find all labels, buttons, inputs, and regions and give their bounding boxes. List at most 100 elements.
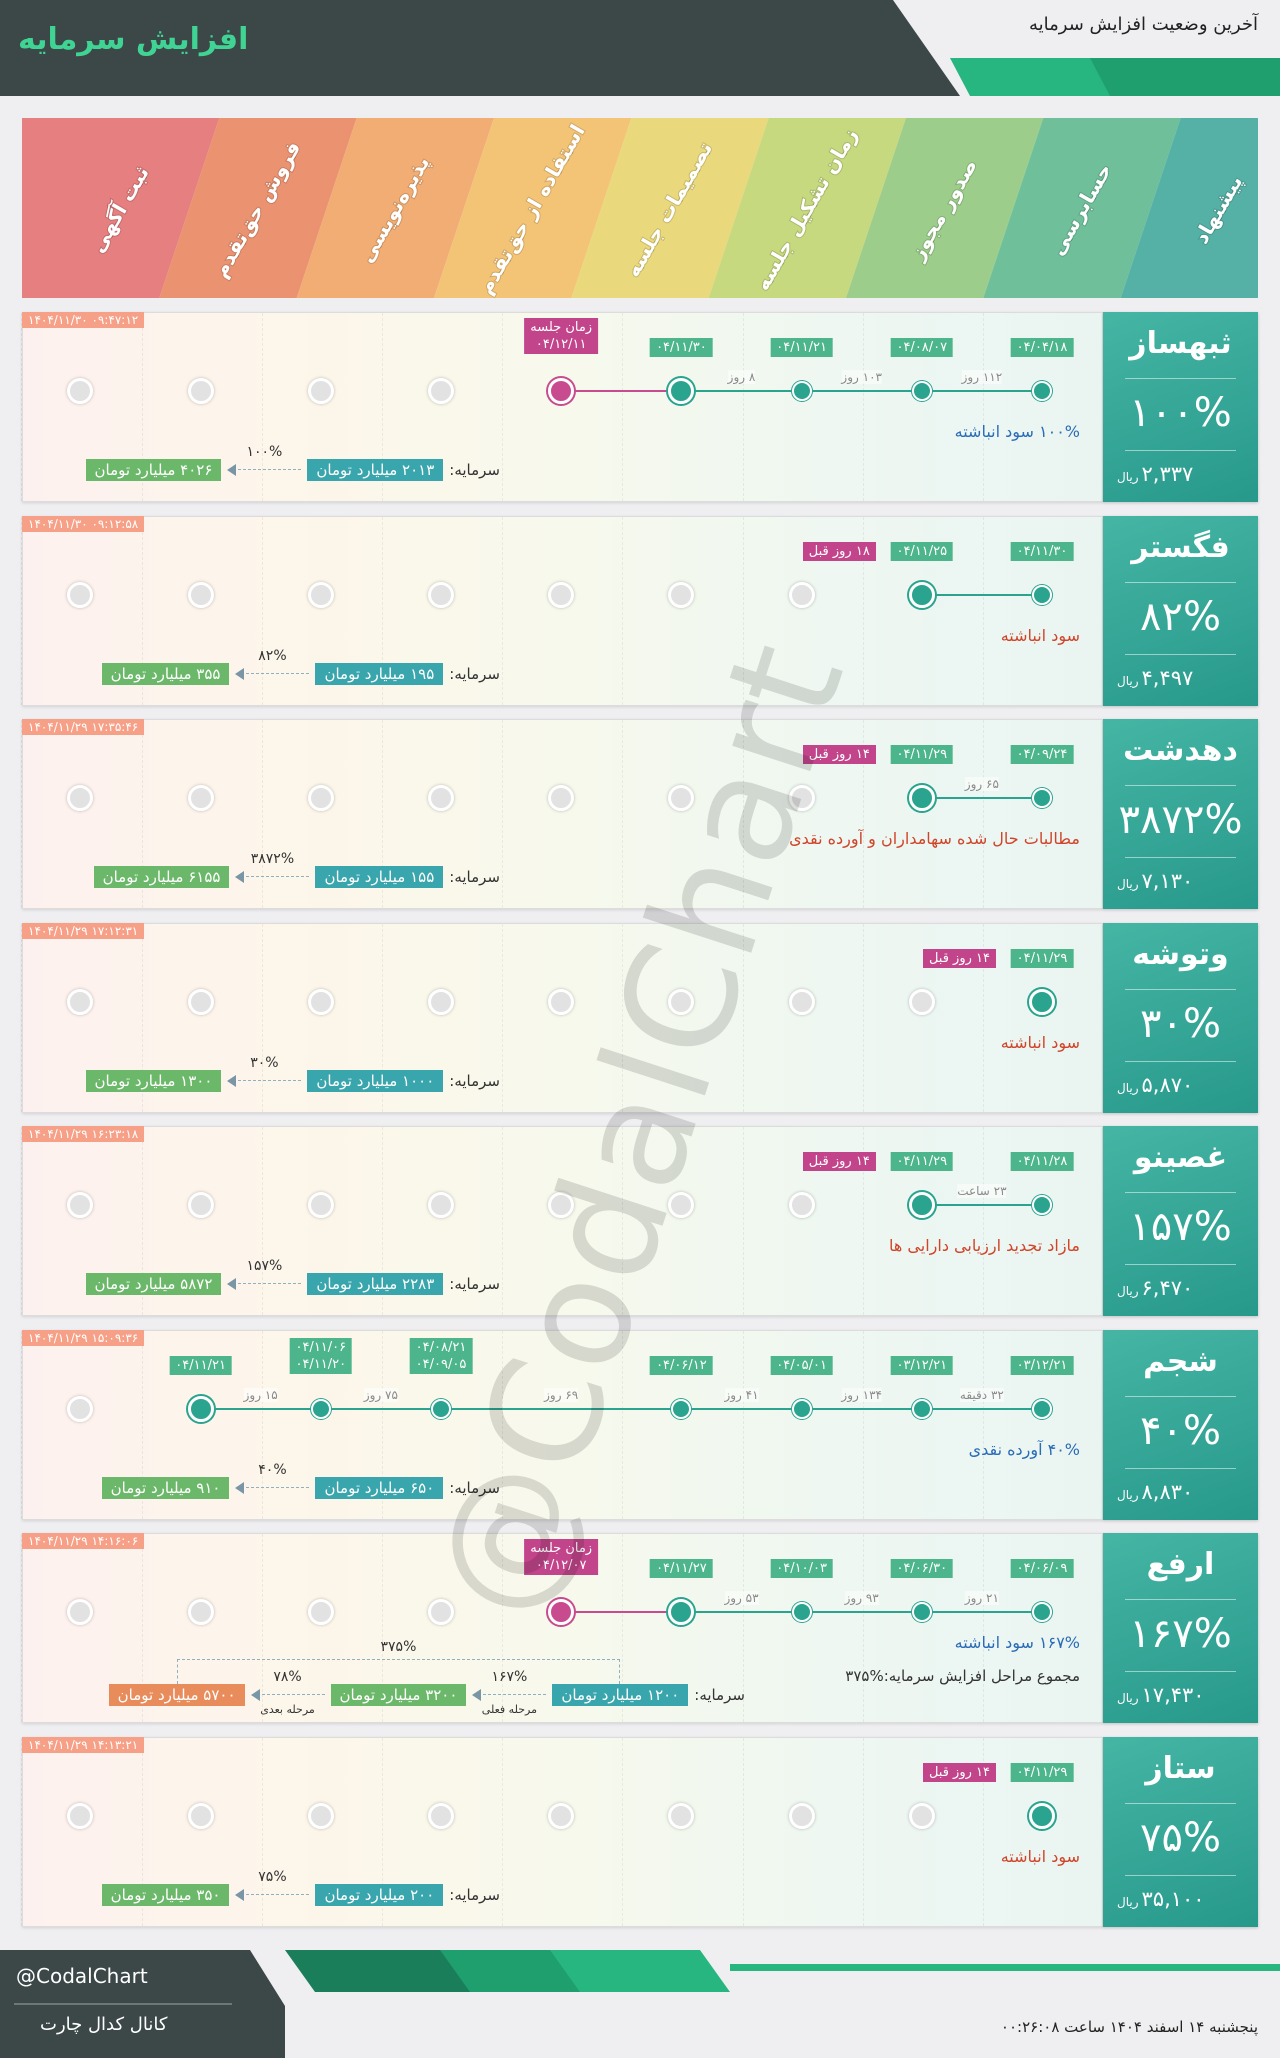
column-divider: [141, 516, 143, 705]
done-node: [431, 1398, 451, 1419]
date-label: ۰۴/۱۱/۳۰: [650, 338, 713, 357]
pending-dot: [187, 785, 214, 811]
pending-dot: [548, 988, 575, 1015]
capital-arrow: ۳۰%: [227, 1055, 302, 1093]
pending-dot: [187, 378, 214, 404]
date-label: ۰۴/۱۱/۲۹: [1010, 948, 1074, 968]
column-divider: [502, 923, 504, 1112]
pending-dot: [908, 1802, 935, 1829]
capital-label: سرمایه:: [449, 664, 500, 683]
capital-label: سرمایه:: [449, 1071, 500, 1090]
stage-band: [846, 118, 1044, 298]
percent: ۱۰۰%: [1129, 390, 1232, 436]
row: ۱۴۰۴/۱۱/۲۹ ۱۵:۰۹:۳۶ ۰۳/۱۲/۲۱ ۰۳/۱۲/۲۱ ۰۴/۰۵…: [0, 1329, 1280, 1520]
column-divider: [742, 516, 744, 705]
meeting-node: [548, 1599, 575, 1625]
column-divider: [622, 1127, 624, 1315]
arrow-pct: ۷۵%: [258, 1868, 287, 1885]
pending-dot: [428, 1802, 454, 1829]
reason: ۱۶۷% سود انباشته: [954, 1633, 1080, 1652]
pending-dot: [548, 785, 575, 811]
total-pct: ۳۷۵%: [380, 1639, 417, 1655]
column-divider: [983, 720, 984, 908]
currency: ریال: [1117, 1080, 1139, 1095]
current-node: [908, 581, 935, 608]
column-divider: [862, 720, 864, 908]
symbol: فگستر: [1131, 529, 1230, 565]
capital-box: ۳۲۰۰ میلیارد تومان: [330, 1684, 467, 1706]
pending-dot: [788, 1802, 815, 1829]
pending-dot: [67, 988, 94, 1015]
column-divider: [983, 923, 984, 1112]
currency: ریال: [1117, 1691, 1139, 1705]
capital-flow: سرمایه: ۱۰۰۰ میلیارد تومان ۳۰% ۱۳۰۰ میلیارد…: [85, 1055, 500, 1093]
meeting-link: [561, 390, 682, 392]
symbol: وتوشه: [1132, 936, 1229, 972]
column-divider: [141, 1737, 143, 1926]
price: ۸,۸۳۰: [1141, 1479, 1194, 1504]
date-label: ۰۴/۱۱/۰۶ ۰۴/۱۱/۲۰: [289, 1337, 353, 1374]
pending-dot: [668, 581, 695, 608]
card-divider: [1125, 378, 1236, 379]
header-subtitle: آخرین وضعیت افزایش سرمایه: [1029, 14, 1258, 35]
column-divider: [983, 1737, 984, 1926]
date-label: ۰۴/۰۶/۳۰: [890, 1559, 954, 1578]
card-divider: [1125, 988, 1236, 990]
done-node: [1032, 584, 1052, 605]
capital-flow: سرمایه: ۲۰۱۳ میلیارد تومان ۱۰۰% ۴۰۲۶ میلیار…: [85, 444, 500, 482]
pending-dot: [428, 988, 454, 1015]
arrow-pct: ۱۶۷%: [491, 1669, 528, 1685]
column-divider: [742, 720, 744, 908]
column-divider: [983, 313, 984, 501]
column-divider: [862, 1534, 864, 1722]
symbol-card: دهدشت ۳۸۷۲% ۷,۱۳۰ ریال: [1103, 719, 1258, 909]
meeting-link: [561, 1611, 682, 1613]
timeline-link: [921, 797, 1042, 799]
stage-band: [434, 118, 632, 298]
price: ۴,۴۹۷: [1141, 665, 1194, 690]
row: ۱۴۰۴/۱۱/۳۰ ۰۹:۴۷:۱۲ ۰۴/۰۴/۱۸ ۰۴/۰۸/۰۷ ۰۴/۱۱…: [0, 312, 1280, 502]
column-divider: [862, 1737, 864, 1926]
date-line: ۰۴/۱۱/۰۶: [295, 1339, 347, 1355]
pending-dot: [187, 1192, 214, 1218]
pending-dot: [67, 785, 94, 811]
date-label: ۰۴/۱۱/۲۸: [1010, 1152, 1074, 1171]
pending-dot: [307, 1599, 334, 1625]
column-divider: [622, 1737, 624, 1926]
arrow-line: [241, 1893, 310, 1895]
arrow-pct: ۱۵۷%: [246, 1258, 283, 1274]
card-divider: [1125, 1802, 1236, 1804]
date-label: ۰۴/۱۱/۲۹: [890, 745, 954, 764]
price: ۳۵,۱۰۰: [1141, 1886, 1205, 1911]
column-divider: [141, 313, 143, 501]
footer-bg: [0, 1950, 1280, 2058]
price-row: ۶,۴۷۰ ریال: [1117, 1276, 1193, 1300]
card-divider: [1125, 1671, 1236, 1672]
price-row: ۷,۱۳۰ ریال: [1117, 869, 1193, 893]
arrow-line: [233, 1283, 302, 1284]
column-divider: [21, 313, 23, 501]
column-divider: [862, 516, 864, 705]
symbol: ارفع: [1146, 1547, 1215, 1582]
column-divider: [502, 720, 504, 908]
capital-flow: سرمایه: ۱۵۵ میلیارد تومان ۳۸۷۲% ۶۱۵۵ میلیار…: [93, 851, 500, 889]
header-strip: [1090, 58, 1280, 96]
capital-flow: سرمایه: ۶۵۰ میلیارد تومان ۴۰% ۹۱۰ میلیارد ت…: [101, 1462, 500, 1500]
arrow-line: [241, 672, 310, 674]
ago-badge: ۱۸ روز قبل: [802, 541, 876, 561]
symbol-card: ثبهساز ۱۰۰% ۲,۳۳۷ ریال: [1103, 312, 1258, 502]
column-divider: [382, 923, 383, 1112]
column-divider: [502, 1330, 504, 1519]
date-label: ۰۴/۱۰/۰۳: [770, 1559, 833, 1578]
column-divider: [261, 923, 263, 1112]
gap-label: ۶۵ روز: [964, 777, 999, 791]
meeting-title: زمان جلسه: [530, 320, 593, 335]
gap-label: ۲۳ ساعت: [957, 1184, 1007, 1198]
capital-arrow: ۴۰%: [235, 1462, 310, 1500]
pending-dot: [908, 988, 935, 1015]
column-divider: [862, 1330, 864, 1519]
row: ۱۴۰۴/۱۱/۲۹ ۱۷:۳۵:۴۶ ۰۴/۰۹/۲۴ ۰۴/۱۱/۲۹ ۶۵ رو…: [0, 719, 1280, 909]
column-divider: [141, 720, 143, 908]
timeline-link: [681, 1611, 1042, 1613]
price-row: ۴,۴۹۷ ریال: [1117, 666, 1193, 690]
